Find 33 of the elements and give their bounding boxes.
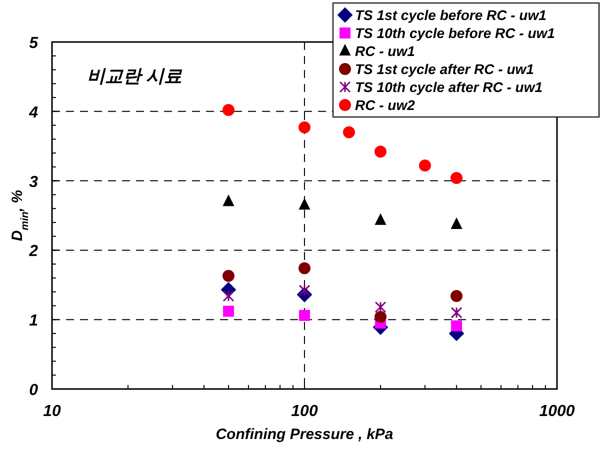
point (374, 301, 386, 313)
legend-label: RC - uw1 (355, 43, 416, 59)
point (451, 320, 462, 332)
point (298, 262, 310, 274)
point (374, 310, 387, 323)
point (222, 306, 234, 317)
point (222, 195, 234, 206)
x-tick-label: 1000 (539, 403, 575, 420)
point (298, 121, 310, 134)
x-tick-label: 10 (43, 403, 61, 420)
point (451, 218, 462, 230)
point (450, 306, 462, 318)
y-tick-label: 0 (29, 382, 38, 399)
legend-label: TS 10th cycle before RC - uw1 (355, 25, 556, 41)
y-tick-label: 5 (29, 35, 40, 52)
y-tick-label: 1 (29, 312, 38, 330)
annotation: 비교란 시료 (87, 66, 183, 86)
legend-label: RC - uw2 (355, 97, 416, 113)
point (375, 214, 386, 225)
point (299, 198, 310, 210)
legend-label: TS 1st cycle after RC - uw1 (355, 61, 534, 77)
legend-label: TS 10th cycle after RC - uw1 (355, 79, 543, 95)
legend-label: TS 1st cycle before RC - uw1 (355, 7, 547, 23)
x-tick-label: 100 (291, 403, 318, 420)
y-tick-label: 2 (28, 243, 38, 260)
x-axis-title: Confining Pressure , kPa (216, 426, 394, 443)
point (299, 310, 310, 321)
y-tick-label: 3 (29, 174, 38, 191)
y-tick-label: 4 (28, 104, 38, 122)
point (222, 290, 234, 302)
point (222, 104, 234, 116)
point (450, 290, 463, 302)
point (222, 270, 234, 282)
